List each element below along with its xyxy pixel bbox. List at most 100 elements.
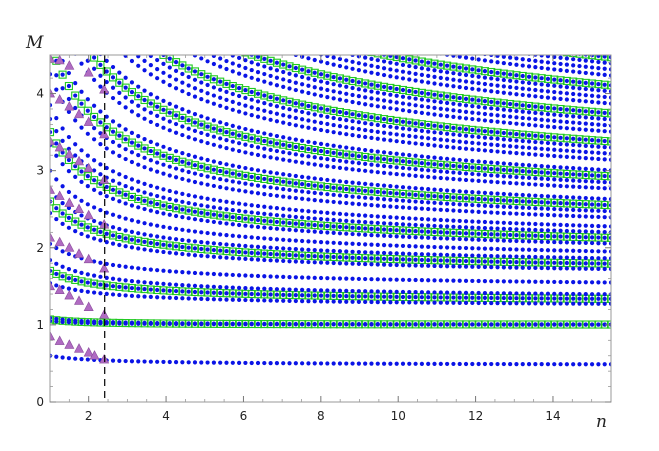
dot-point — [369, 182, 374, 187]
dot-point — [331, 211, 336, 216]
dot-point — [413, 222, 418, 228]
square-point — [153, 319, 162, 328]
dot-point — [293, 221, 298, 226]
dot-point — [369, 122, 374, 127]
dot-point — [161, 321, 166, 326]
dot-point — [318, 240, 324, 245]
square-point — [405, 320, 414, 329]
square-point — [272, 176, 281, 185]
dot-point — [571, 201, 576, 206]
dot-point — [577, 114, 582, 120]
dot-point — [419, 174, 424, 179]
dot-point — [363, 232, 368, 237]
dot-series-11 — [50, 143, 611, 246]
square-point — [373, 81, 382, 90]
square-point — [159, 286, 168, 295]
square-point — [323, 147, 332, 157]
dot-point — [331, 115, 336, 121]
dot-point — [495, 55, 500, 58]
dot-point — [237, 180, 242, 185]
dot-point — [388, 262, 393, 267]
dot-point — [419, 72, 424, 77]
dot-point — [306, 161, 311, 166]
square-point — [96, 60, 105, 69]
dot-point — [381, 233, 387, 238]
dot-point — [161, 171, 166, 176]
dot-point — [375, 196, 380, 201]
square-point — [348, 151, 357, 160]
dot-point — [199, 240, 204, 245]
dot-point — [445, 290, 450, 295]
square-point — [480, 229, 489, 239]
dot-point — [356, 101, 361, 106]
dot-point — [167, 188, 172, 194]
square-point — [449, 62, 458, 71]
dot-point — [457, 322, 462, 327]
dot-point — [394, 251, 399, 256]
dot-point — [167, 197, 172, 202]
dot-point — [54, 245, 59, 251]
dot-point — [602, 94, 607, 100]
dot-series-23 — [123, 55, 611, 162]
dot-point — [608, 209, 611, 214]
dot-point — [161, 224, 166, 229]
dot-point — [602, 229, 607, 235]
dot-point — [501, 143, 506, 148]
dot-point — [173, 77, 179, 82]
dot-point — [526, 265, 532, 270]
square-point — [140, 319, 149, 328]
square-point — [380, 155, 389, 164]
dot-point — [318, 210, 324, 215]
square-point — [310, 68, 319, 77]
dot-point — [249, 89, 254, 95]
square-point — [241, 171, 250, 180]
dot-point — [602, 266, 607, 272]
dot-point — [381, 322, 387, 327]
dot-point — [281, 84, 286, 89]
square-point — [216, 77, 225, 86]
square-point — [417, 191, 426, 200]
square-point — [197, 288, 206, 297]
dot-point — [306, 222, 311, 227]
dot-point — [293, 137, 298, 142]
dot-point — [293, 123, 298, 128]
dot-point — [533, 87, 538, 93]
dot-point — [375, 97, 380, 102]
dot-point — [186, 169, 191, 175]
dot-point — [438, 300, 443, 305]
dot-point — [161, 281, 166, 286]
dot-point — [438, 113, 443, 118]
dot-point — [363, 147, 368, 153]
dot-point — [602, 280, 607, 285]
dot-point — [287, 99, 292, 104]
dot-point — [142, 232, 147, 237]
dot-point — [110, 358, 116, 363]
dot-point — [589, 87, 595, 92]
square-point — [594, 55, 603, 60]
square-point — [518, 71, 527, 81]
square-point — [411, 119, 420, 128]
square-point — [222, 212, 231, 221]
dot-point — [400, 133, 406, 138]
dot-point — [243, 321, 248, 326]
dot-point — [602, 292, 607, 297]
dot-point — [501, 322, 506, 327]
dot-point — [161, 98, 166, 103]
dot-point — [85, 289, 90, 294]
dot-point — [400, 159, 406, 164]
square-point — [216, 211, 225, 220]
dot-point — [331, 89, 336, 94]
dot-point — [312, 216, 317, 221]
dot-point — [571, 296, 576, 301]
dot-point — [476, 104, 481, 109]
dot-point — [394, 262, 399, 268]
dot-point — [117, 123, 122, 128]
dot-point — [457, 55, 462, 59]
dot-point — [438, 201, 443, 206]
square-point — [184, 243, 193, 252]
square-point — [461, 194, 471, 203]
dot-point — [274, 298, 280, 303]
dot-point — [60, 249, 65, 254]
dot-point — [564, 107, 569, 112]
dot-point — [73, 287, 78, 292]
